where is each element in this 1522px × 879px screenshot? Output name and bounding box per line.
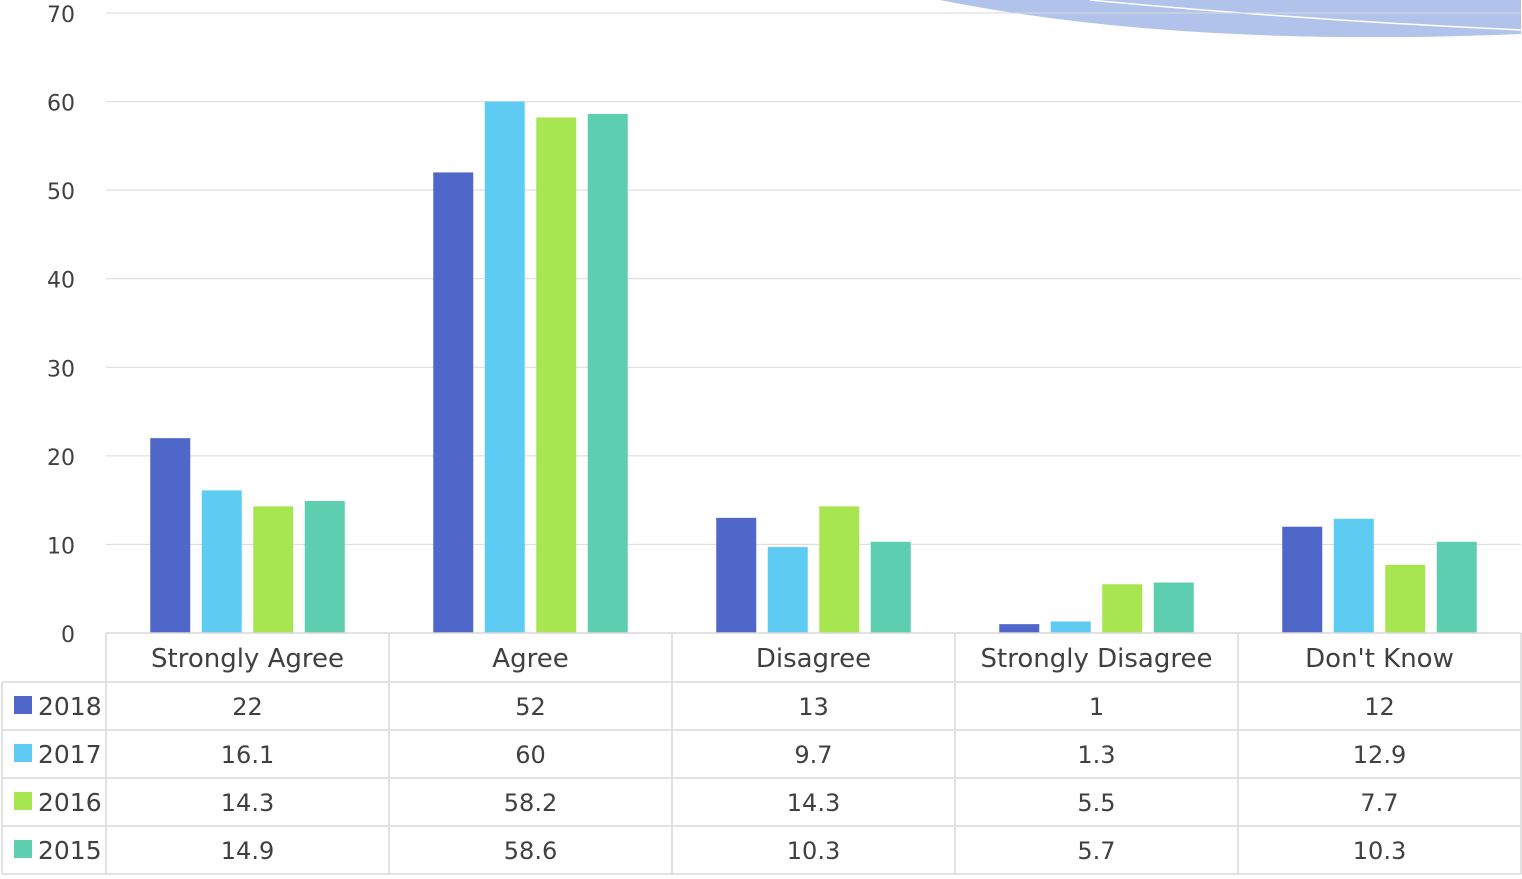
bar-2018-5	[1282, 526, 1323, 633]
decorative-swoosh-line	[1089, 0, 1522, 31]
table-cell-value: 10.3	[787, 837, 840, 865]
table-cell-value: 9.7	[794, 741, 832, 769]
bar-2017-2	[484, 101, 525, 634]
category-label: Strongly Agree	[151, 644, 344, 674]
table-cell-value: 16.1	[221, 741, 274, 769]
legend-swatch-2017	[14, 744, 32, 762]
bar-2018-1	[150, 438, 191, 633]
legend-label: 2017	[38, 740, 102, 769]
y-tick-label: 20	[47, 446, 75, 471]
bar-2018-2	[433, 172, 474, 633]
table-cell-value: 5.5	[1077, 789, 1115, 817]
table-cell-value: 13	[798, 693, 829, 721]
bar-2015-5	[1436, 541, 1477, 633]
y-tick-label: 40	[47, 269, 75, 294]
bar-2017-3	[767, 547, 808, 633]
bar-2016-1	[253, 506, 294, 633]
table-cell-value: 14.3	[221, 789, 274, 817]
bar-2017-4	[1050, 621, 1091, 633]
table-cell-value: 7.7	[1360, 789, 1398, 817]
table-cell-value: 60	[515, 741, 546, 769]
table-cell-value: 10.3	[1353, 837, 1406, 865]
decorative-swoosh-shape	[940, 0, 1521, 38]
legend-swatch-2015	[14, 840, 32, 858]
table-cell-value: 14.9	[221, 837, 274, 865]
gridlines	[106, 12, 1521, 545]
table-cell-value: 1.3	[1077, 741, 1115, 769]
bar-2015-4	[1153, 582, 1194, 633]
bars	[150, 101, 1477, 634]
table-cell-value: 22	[232, 693, 263, 721]
table-cell-value: 58.6	[504, 837, 557, 865]
bar-2017-1	[201, 490, 242, 633]
bar-2015-3	[870, 541, 911, 633]
table-cell-value: 1	[1089, 693, 1104, 721]
bar-2016-2	[536, 117, 577, 633]
category-label: Disagree	[756, 644, 871, 674]
decorative-swoosh	[940, 0, 1522, 38]
legend-label: 2016	[38, 788, 102, 817]
table-cell-value: 5.7	[1077, 837, 1115, 865]
bar-2018-3	[716, 517, 757, 633]
category-label: Don't Know	[1305, 644, 1454, 674]
y-tick-label: 10	[47, 534, 75, 559]
table-cell-value: 12	[1364, 693, 1395, 721]
table-cell-value: 58.2	[504, 789, 557, 817]
category-label: Strongly Disagree	[981, 644, 1213, 674]
legend-swatch-2016	[14, 792, 32, 810]
table-cell-value: 52	[515, 693, 546, 721]
data-table: Strongly Agree Agree Disagree Strongly Disa…	[1, 632, 1522, 875]
bar-2015-2	[587, 113, 628, 633]
bar-2016-4	[1102, 584, 1143, 633]
y-axis-ticks: 0 10 20 30 40 50 60 70	[47, 3, 75, 648]
legend-label: 2015	[38, 836, 102, 865]
category-label: Agree	[492, 644, 568, 674]
y-tick-label: 60	[47, 92, 75, 117]
y-tick-label: 30	[47, 357, 75, 382]
legend-label: 2018	[38, 692, 102, 721]
bar-2016-5	[1385, 564, 1426, 633]
bar-2017-5	[1333, 518, 1374, 633]
bar-2016-3	[819, 506, 860, 633]
bar-2018-4	[999, 624, 1040, 633]
y-tick-label: 0	[61, 623, 75, 648]
table-cell-value: 12.9	[1353, 741, 1406, 769]
y-tick-label: 70	[47, 3, 75, 28]
y-tick-label: 50	[47, 180, 75, 205]
table-cell-value: 14.3	[787, 789, 840, 817]
legend-swatch-2018	[14, 696, 32, 714]
bar-2015-1	[304, 501, 345, 633]
